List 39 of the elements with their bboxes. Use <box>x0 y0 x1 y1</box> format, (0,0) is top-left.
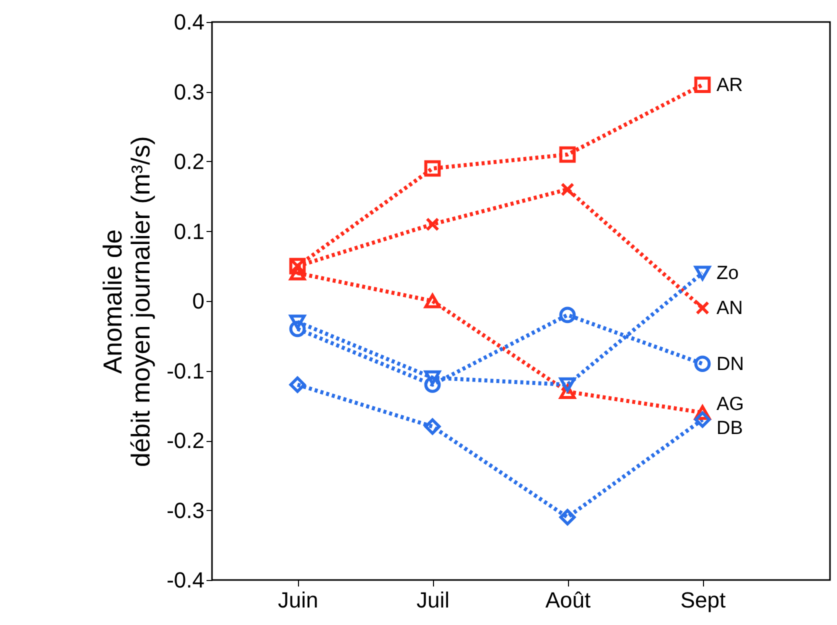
point <box>694 356 711 372</box>
y-tick-label: 0.2 <box>174 149 204 174</box>
point <box>426 217 440 232</box>
y-tick-label: -0.3 <box>166 498 204 523</box>
y-tick-label: -0.1 <box>166 358 204 384</box>
y-tick-label: 0.4 <box>174 10 204 34</box>
point <box>559 146 576 163</box>
point <box>696 301 710 315</box>
point <box>289 320 306 338</box>
series-label: Zo <box>716 263 739 284</box>
point <box>424 160 441 177</box>
point <box>289 314 306 330</box>
point <box>694 411 711 428</box>
point <box>424 294 441 308</box>
point <box>694 266 711 280</box>
y-tick-label: 0.1 <box>174 218 204 244</box>
y-axis-title: Anomalie de débit moyen journalier (m³/s) <box>98 136 156 467</box>
series-label: DN <box>716 354 744 375</box>
y-tick-label: -0.4 <box>166 568 204 592</box>
point <box>424 376 441 393</box>
point <box>559 306 576 324</box>
y-tick-label: 0.3 <box>174 79 204 104</box>
y-tick-label: 0 <box>192 288 204 314</box>
series-label: AR <box>716 74 743 96</box>
x-tick-label: Août <box>545 588 591 612</box>
x-tick-label: Juil <box>416 588 450 612</box>
point <box>694 76 711 93</box>
y-tick-label: -0.2 <box>166 428 204 453</box>
point <box>424 418 441 435</box>
point <box>559 377 576 392</box>
point <box>289 376 306 393</box>
x-tick-label: Sept <box>680 588 726 612</box>
series-label: DB <box>716 418 743 440</box>
point <box>559 509 576 526</box>
series-label: AG <box>716 394 744 416</box>
point <box>560 182 574 196</box>
x-tick-label: Juin <box>278 588 318 612</box>
point <box>424 370 441 386</box>
series-label: AN <box>716 298 743 319</box>
